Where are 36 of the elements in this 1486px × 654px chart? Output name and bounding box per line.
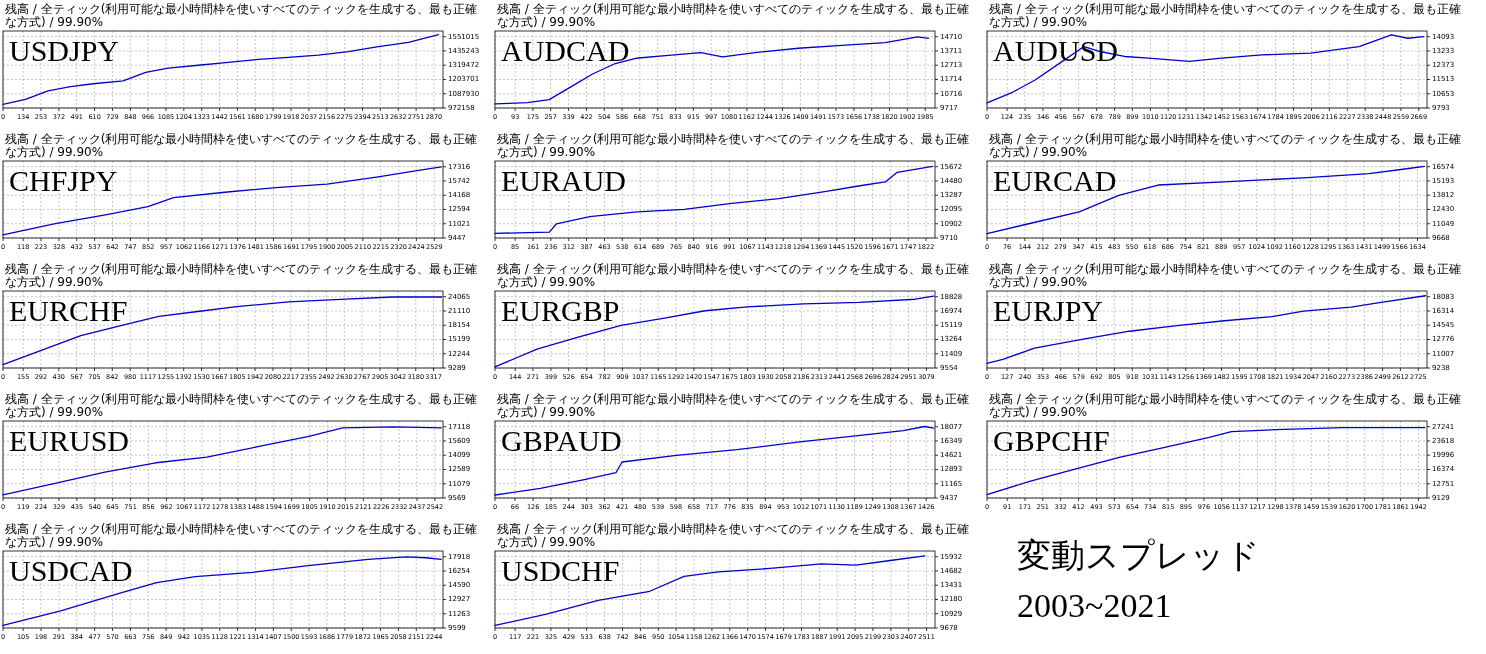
- line-series: [986, 34, 1425, 104]
- line-series: [986, 165, 1426, 235]
- chart-subtitle: 残高 / 全ティック(利用可能な最小時間枠を使いすべてのティックを生成する、最も正確な方式) / 99.90%: [5, 262, 478, 289]
- chart-title: EURCHF: [9, 294, 128, 327]
- chart-subtitle: 残高 / 全ティック(利用可能な最小時間枠を使いすべてのティックを生成する、最も正確な方式) / 99.90%: [5, 392, 478, 419]
- chart-subtitle: 残高 / 全ティック(利用可能な最小時間枠を使いすべてのティックを生成する、最も正確な方式) / 99.90%: [497, 522, 970, 549]
- chart-subtitle: 残高 / 全ティック(利用可能な最小時間枠を使いすべてのティックを生成する、最も正確な方式) / 99.90%: [497, 392, 970, 419]
- chart-title: USDJPY: [9, 34, 120, 67]
- chart-subtitle: 残高 / 全ティック(利用可能な最小時間枠を使いすべてのティックを生成する、最も正確な方式) / 99.90%: [497, 2, 970, 29]
- chart-title: GBPCHF: [993, 424, 1110, 457]
- chart-subtitle: 残高 / 全ティック(利用可能な最小時間枠を使いすべてのティックを生成する、最も正確な方式) / 99.90%: [5, 522, 478, 549]
- chart-subtitle: 残高 / 全ティック(利用可能な最小時間枠を使いすべてのティックを生成する、最も正確な方式) / 99.90%: [989, 2, 1462, 29]
- line-series: [494, 36, 930, 105]
- chart-subtitle: 残高 / 全ティック(利用可能な最小時間枠を使いすべてのティックを生成する、最も正確な方式) / 99.90%: [5, 132, 478, 159]
- chart-title: EURJPY: [993, 294, 1104, 327]
- text: 変動スプレッド: [1017, 537, 1260, 574]
- line-series: [494, 165, 934, 234]
- chart-title: AUDCAD: [501, 34, 630, 67]
- line-series: [494, 555, 926, 627]
- text: 2003~2021: [1017, 587, 1172, 624]
- chart-title: EURUSD: [9, 424, 130, 457]
- chart-title: EURAUD: [501, 164, 626, 197]
- chart-title: USDCHF: [501, 554, 620, 587]
- chart-subtitle: 残高 / 全ティック(利用可能な最小時間枠を使いすべてのティックを生成する、最も正確な方式) / 99.90%: [989, 132, 1462, 159]
- chart-title: USDCAD: [9, 554, 133, 587]
- chart-subtitle: 残高 / 全ティック(利用可能な最小時間枠を使いすべてのティックを生成する、最も正確な方式) / 99.90%: [989, 262, 1462, 289]
- chart-subtitle: 残高 / 全ティック(利用可能な最小時間枠を使いすべてのティックを生成する、最も正確な方式) / 99.90%: [497, 132, 970, 159]
- chart-subtitle: 残高 / 全ティック(利用可能な最小時間枠を使いすべてのティックを生成する、最も正確な方式) / 99.90%: [989, 392, 1462, 419]
- chart-title: GBPAUD: [501, 424, 622, 457]
- chart-title: CHFJPY: [9, 164, 118, 197]
- chart-subtitle: 残高 / 全ティック(利用可能な最小時間枠を使いすべてのティックを生成する、最も正確な方式) / 99.90%: [5, 2, 478, 29]
- chart-subtitle: 残高 / 全ティック(利用可能な最小時間枠を使いすべてのティックを生成する、最も正確な方式) / 99.90%: [497, 262, 970, 289]
- chart-title: AUDUSD: [993, 34, 1119, 67]
- chart-title: EURGBP: [501, 294, 620, 327]
- chart-title: EURCAD: [993, 164, 1117, 197]
- line-series: [986, 295, 1427, 365]
